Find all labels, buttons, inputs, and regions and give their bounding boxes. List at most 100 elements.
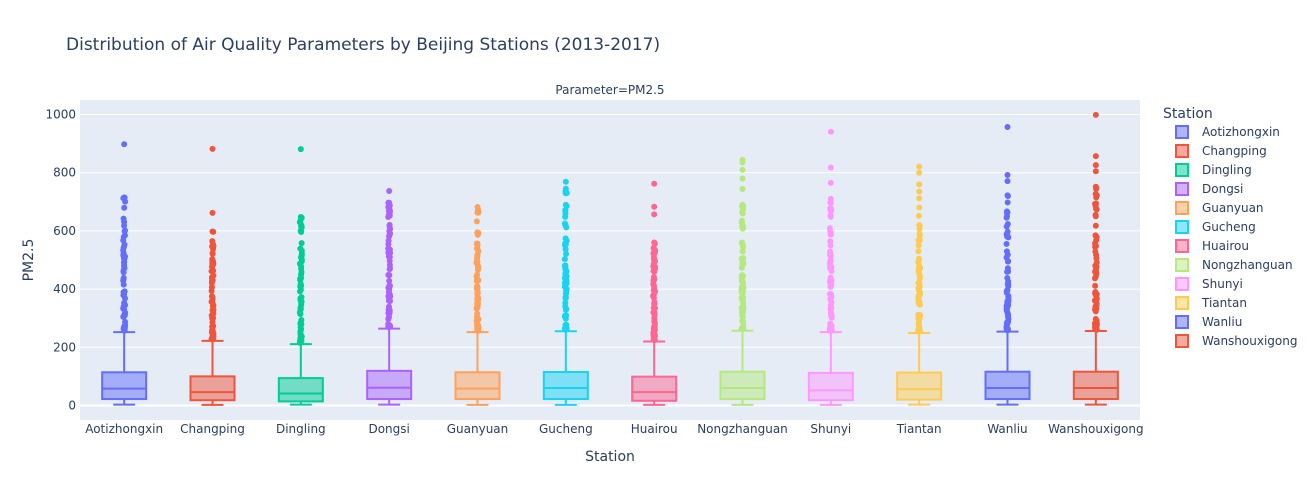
- outlier-point-wanliu: [1004, 124, 1011, 131]
- iqr-box-changping: [189, 375, 236, 402]
- outlier-point-shunyi: [828, 304, 835, 311]
- outlier-point-aotizhongxin: [121, 222, 128, 229]
- outlier-point-gucheng: [563, 250, 570, 257]
- x-tick-label-aotizhongxin: Aotizhongxin: [85, 422, 163, 436]
- outlier-point-huairou: [651, 309, 658, 316]
- outlier-point-huairou: [650, 329, 657, 336]
- outlier-point-aotizhongxin: [121, 194, 128, 201]
- outlier-point-guanyuan: [475, 262, 482, 269]
- outlier-point-wanshouxigong: [1093, 237, 1100, 244]
- outlier-point-dingling: [297, 320, 304, 327]
- outlier-point-tiantan: [915, 242, 922, 249]
- legend: Station Aotizhongxin Changping Dingling Don…: [1163, 106, 1297, 348]
- outlier-point-huairou: [651, 334, 658, 341]
- legend-swatch-aotizhongxin: [1175, 125, 1189, 139]
- outlier-point-dongsi: [385, 316, 392, 323]
- box-dongsi: [366, 188, 413, 406]
- outlier-point-aotizhongxin: [121, 262, 128, 269]
- outlier-point-wanliu: [1005, 292, 1012, 299]
- outlier-point-tiantan: [915, 286, 922, 293]
- outlier-point-changping: [209, 263, 216, 270]
- legend-swatch-gucheng: [1175, 220, 1189, 234]
- box-shunyi: [807, 128, 854, 406]
- outlier-point-wanshouxigong: [1092, 162, 1099, 169]
- outlier-point-wanshouxigong: [1092, 191, 1099, 198]
- outlier-point-aotizhongxin: [120, 255, 127, 262]
- outlier-point-dongsi: [387, 208, 394, 215]
- outlier-point-changping: [209, 256, 216, 263]
- outlier-point-gucheng: [562, 299, 569, 306]
- outlier-point-dongsi: [386, 324, 393, 331]
- outlier-point-nongzhanguan: [740, 325, 747, 332]
- outlier-point-aotizhongxin: [121, 288, 128, 295]
- outlier-point-dongsi: [387, 230, 394, 237]
- outlier-point-wanliu: [1003, 307, 1010, 314]
- box-gucheng: [542, 178, 589, 406]
- outlier-point-aotizhongxin: [121, 306, 128, 313]
- outlier-point-changping: [209, 327, 216, 334]
- outlier-point-wanliu: [1003, 208, 1010, 215]
- outlier-point-wanliu: [1004, 192, 1011, 199]
- outlier-point-tiantan: [916, 230, 923, 237]
- x-tick-label-tiantan: Tiantan: [896, 422, 942, 436]
- outlier-point-dingling: [298, 240, 305, 247]
- iqr-box-wanshouxigong: [1072, 370, 1119, 401]
- outlier-point-gucheng: [562, 222, 569, 229]
- x-tick-label-dongsi: Dongsi: [368, 422, 409, 436]
- outlier-point-dongsi: [386, 277, 393, 284]
- outlier-point-tiantan: [915, 212, 922, 219]
- outlier-point-dongsi: [386, 261, 393, 268]
- outlier-point-shunyi: [828, 205, 835, 212]
- plot-area: [80, 100, 1140, 420]
- outlier-point-huairou: [651, 180, 658, 187]
- outlier-point-wanliu: [1003, 214, 1010, 221]
- outlier-point-aotizhongxin: [121, 326, 128, 333]
- outlier-point-shunyi: [826, 325, 833, 332]
- iqr-box-tiantan: [896, 371, 943, 401]
- box-guanyuan: [454, 204, 501, 406]
- outlier-point-aotizhongxin: [121, 312, 128, 319]
- outlier-point-changping: [209, 276, 216, 283]
- legend-label-gucheng: Gucheng: [1202, 220, 1256, 234]
- outlier-point-changping: [208, 293, 215, 300]
- box-aotizhongxin: [101, 141, 148, 406]
- y-tick-label-200: 200: [53, 340, 76, 354]
- outlier-point-wanliu: [1004, 251, 1011, 258]
- y-tick-label-800: 800: [53, 166, 76, 180]
- outlier-point-wanshouxigong: [1092, 222, 1099, 229]
- outlier-point-huairou: [651, 314, 658, 321]
- box-wanshouxigong: [1072, 111, 1119, 406]
- y-tick-label-0: 0: [68, 398, 76, 412]
- outlier-point-wanliu: [1004, 325, 1011, 332]
- outlier-point-tiantan: [916, 163, 923, 170]
- outlier-point-changping: [209, 333, 216, 340]
- outlier-point-changping: [209, 228, 216, 235]
- outlier-point-wanshouxigong: [1093, 292, 1100, 299]
- outlier-point-huairou: [650, 245, 657, 252]
- outlier-point-tiantan: [916, 312, 923, 319]
- outlier-point-shunyi: [827, 242, 834, 249]
- legend-swatch-dingling: [1175, 163, 1189, 177]
- outlier-point-aotizhongxin: [122, 321, 129, 328]
- outlier-point-guanyuan: [474, 204, 481, 211]
- outlier-point-dongsi: [387, 298, 394, 305]
- outlier-point-huairou: [651, 263, 658, 270]
- iqr-box-aotizhongxin: [101, 371, 148, 401]
- outlier-point-dingling: [297, 146, 304, 153]
- outlier-point-tiantan: [916, 195, 923, 202]
- x-tick-label-wanshouxigong: Wanshouxigong: [1048, 422, 1143, 436]
- outlier-point-wanshouxigong: [1092, 111, 1099, 118]
- outlier-point-wanshouxigong: [1091, 323, 1098, 330]
- outlier-point-nongzhanguan: [739, 201, 746, 208]
- outlier-point-guanyuan: [474, 310, 481, 317]
- outlier-point-guanyuan: [475, 209, 482, 216]
- outlier-point-gucheng: [562, 235, 569, 242]
- legend-swatch-shunyi: [1175, 277, 1189, 291]
- outlier-point-shunyi: [826, 260, 833, 267]
- outlier-point-tiantan: [915, 321, 922, 328]
- outlier-point-wanliu: [1004, 172, 1011, 179]
- outlier-point-wanshouxigong: [1092, 213, 1099, 220]
- outlier-point-tiantan: [916, 300, 923, 307]
